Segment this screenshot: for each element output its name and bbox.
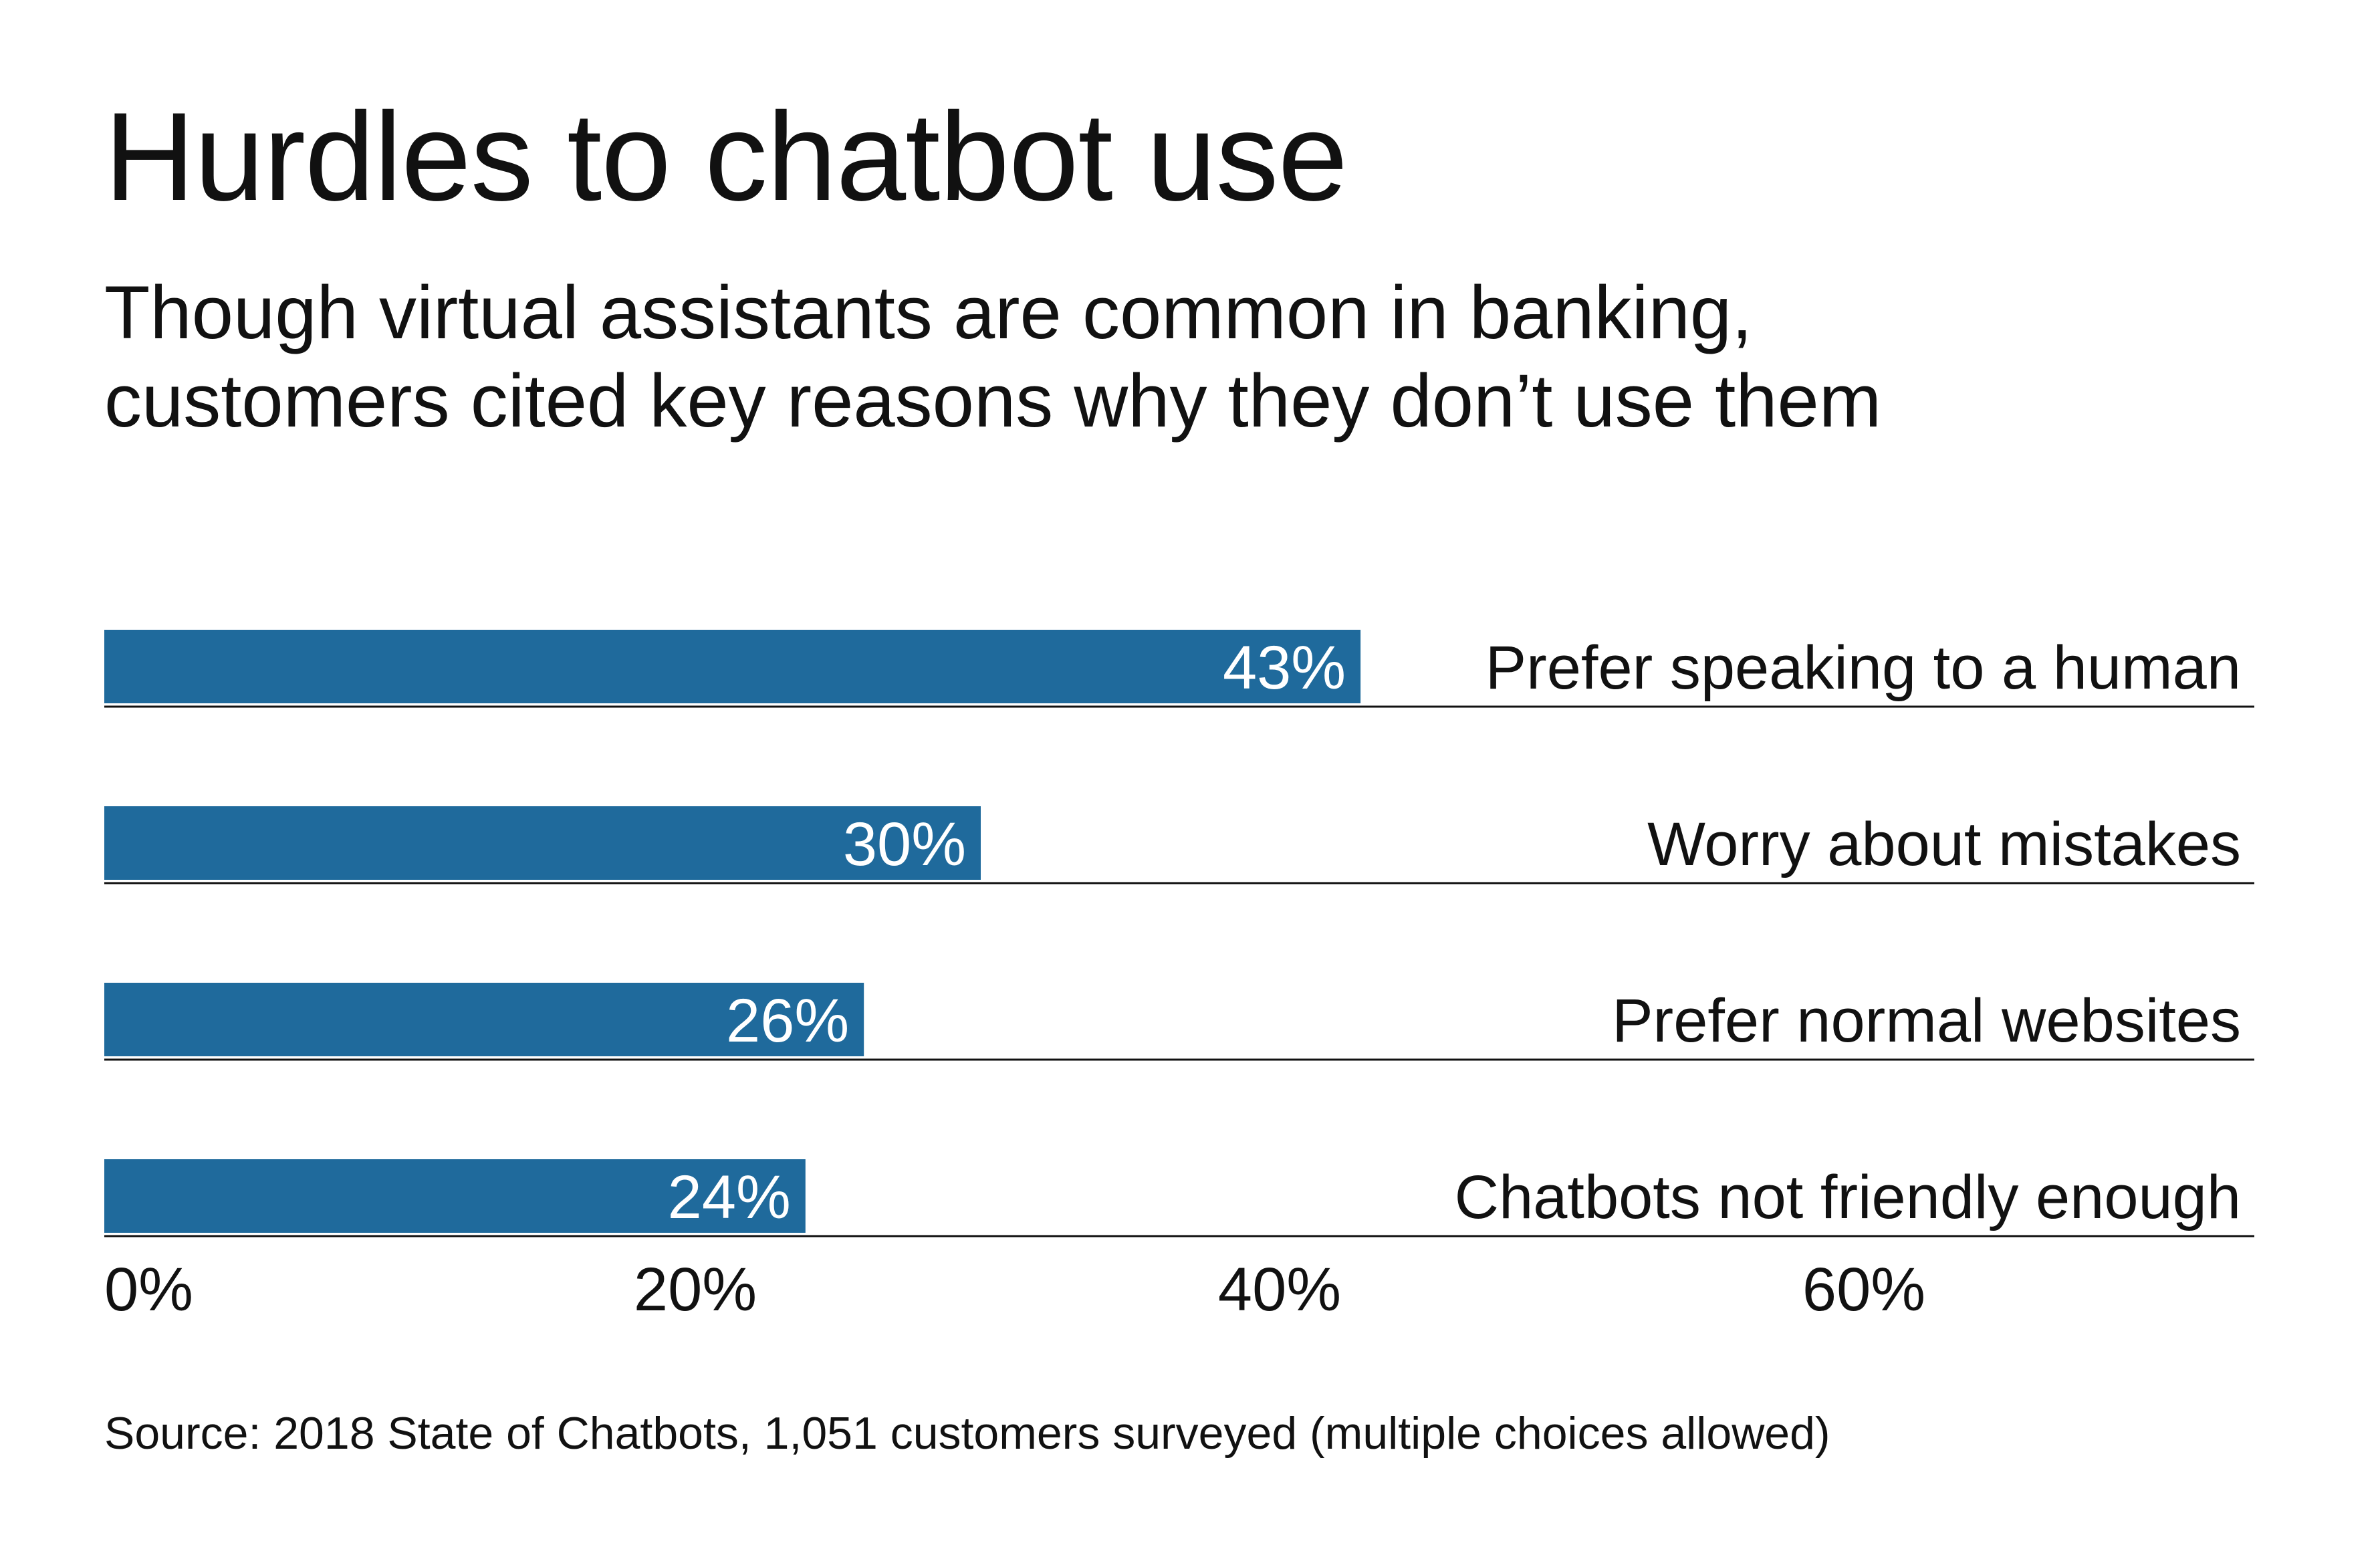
- bar: [104, 983, 864, 1056]
- bar-value-label: 26%: [726, 987, 849, 1055]
- bar: [104, 806, 981, 880]
- bar: [104, 630, 1361, 703]
- x-tick-label: 20%: [634, 1256, 757, 1324]
- category-label: Prefer speaking to a human: [1485, 634, 2241, 702]
- subtitle-line: customers cited key reasons why they don…: [104, 359, 1882, 443]
- subtitle-line: Though virtual assistants are common in …: [104, 271, 1753, 354]
- category-label: Chatbots not friendly enough: [1455, 1163, 2241, 1231]
- category-label: Worry about mistakes: [1647, 810, 2241, 878]
- bar-value-label: 43%: [1223, 634, 1346, 702]
- x-tick-label: 0%: [104, 1256, 193, 1324]
- source-note: Source: 2018 State of Chatbots, 1,051 cu…: [104, 1408, 1830, 1459]
- chart-subtitle: Though virtual assistants are common in …: [104, 269, 2310, 445]
- category-label: Prefer normal websites: [1612, 987, 2241, 1055]
- x-tick-label: 60%: [1802, 1256, 1925, 1324]
- bar-value-label: 30%: [843, 810, 966, 878]
- x-tick-label: 40%: [1218, 1256, 1341, 1324]
- bar: [104, 1159, 806, 1233]
- chart-title: Hurdles to chatbot use: [104, 86, 1348, 227]
- bar-value-label: 24%: [668, 1163, 791, 1231]
- bar-chart: 43% Prefer speaking to a human 30% Worry ab…: [104, 630, 2254, 1324]
